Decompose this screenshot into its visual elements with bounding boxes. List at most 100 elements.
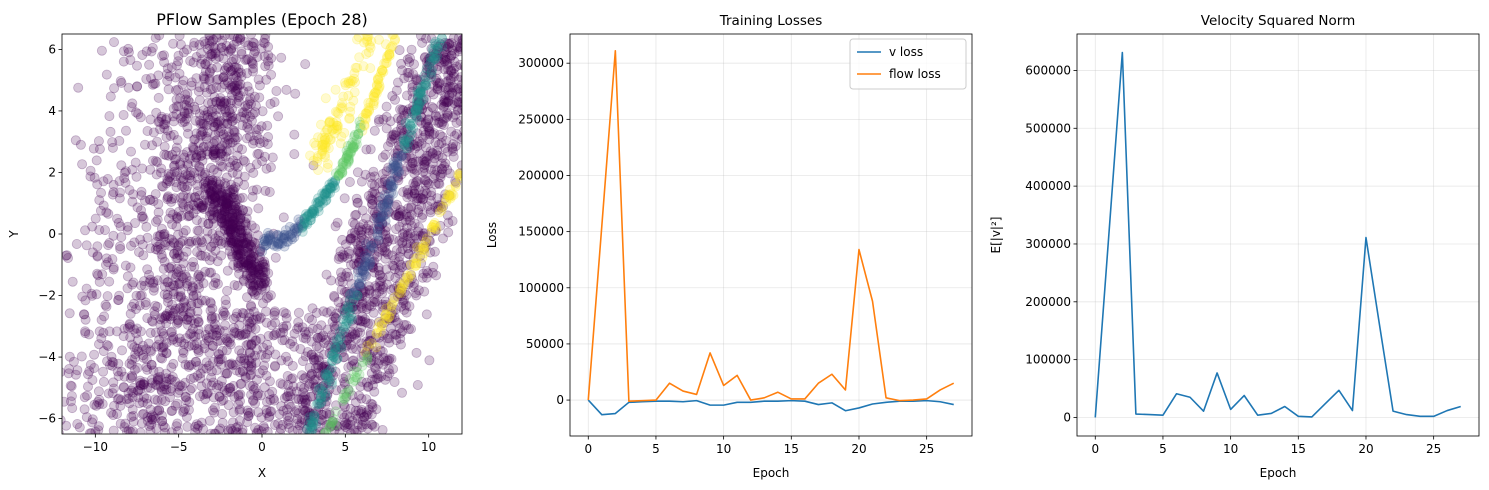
scatter-point xyxy=(345,78,356,89)
scatter-point xyxy=(171,253,182,264)
scatter-point xyxy=(227,251,238,262)
scatter-point xyxy=(179,108,190,119)
velocity-x-tick-label: 0 xyxy=(1091,442,1099,456)
scatter-point xyxy=(334,326,345,337)
scatter-point xyxy=(193,137,204,148)
scatter-point xyxy=(259,51,270,62)
scatter-point xyxy=(140,297,151,308)
scatter-point xyxy=(94,326,105,337)
scatter-point xyxy=(197,126,208,137)
scatter-point xyxy=(411,112,422,123)
scatter-point xyxy=(91,155,102,166)
scatter-point xyxy=(96,314,107,325)
scatter-point xyxy=(239,171,250,182)
scatter-point xyxy=(180,359,191,370)
scatter-point xyxy=(228,200,239,211)
scatter-point xyxy=(231,54,242,65)
scatter-point xyxy=(367,22,376,31)
scatter-point xyxy=(130,349,141,360)
scatter-point xyxy=(173,267,184,278)
scatter-point xyxy=(344,176,355,187)
scatter-point xyxy=(184,173,195,184)
scatter-point xyxy=(480,57,489,66)
scatter-point xyxy=(335,246,346,257)
scatter-point xyxy=(151,237,162,248)
scatter-point xyxy=(94,276,105,287)
scatter-point xyxy=(265,98,276,109)
scatter-point xyxy=(142,398,153,409)
scatter-point xyxy=(144,421,155,432)
scatter-point xyxy=(307,303,318,314)
scatter-point xyxy=(357,266,368,277)
scatter-panel: −10 −5 0 5 10 −6 −4 −2 0 2 4 6 PFlow Samples (Epoch… xyxy=(7,10,489,480)
scatter-point xyxy=(152,372,163,383)
scatter-point xyxy=(124,319,135,330)
scatter-point xyxy=(167,335,178,346)
scatter-point xyxy=(98,376,109,387)
scatter-point xyxy=(424,128,435,139)
scatter-point xyxy=(162,276,173,287)
scatter-point xyxy=(421,233,432,244)
scatter-point xyxy=(246,220,257,231)
scatter-point xyxy=(135,205,146,216)
scatter-point xyxy=(441,54,452,65)
scatter-point xyxy=(137,350,148,361)
scatter-point xyxy=(471,48,480,57)
scatter-point xyxy=(181,395,192,406)
scatter-point xyxy=(101,207,112,218)
scatter-point xyxy=(399,138,410,149)
scatter-point xyxy=(215,97,226,108)
losses-y-tick-label: 150000 xyxy=(518,225,564,239)
scatter-point xyxy=(242,122,253,133)
scatter-point xyxy=(114,290,125,301)
scatter-point xyxy=(196,381,207,392)
scatter-point xyxy=(280,308,291,319)
scatter-point xyxy=(376,211,387,222)
scatter-point xyxy=(204,75,215,86)
scatter-point xyxy=(155,371,166,382)
scatter-point xyxy=(202,233,213,244)
scatter-point xyxy=(125,55,136,66)
scatter-point xyxy=(183,236,194,247)
scatter-point xyxy=(328,348,339,359)
scatter-point xyxy=(266,53,277,64)
scatter-point xyxy=(242,81,253,92)
scatter-point xyxy=(152,157,163,168)
scatter-point xyxy=(444,168,455,179)
scatter-point xyxy=(167,219,178,230)
scatter-point xyxy=(412,100,423,111)
scatter-point xyxy=(212,167,223,178)
scatter-point xyxy=(222,75,233,86)
scatter-point xyxy=(139,280,150,291)
scatter-point xyxy=(120,418,131,429)
scatter-point xyxy=(122,283,133,294)
scatter-point xyxy=(443,189,454,200)
scatter-point xyxy=(78,309,89,320)
scatter-point xyxy=(166,362,177,373)
scatter-point xyxy=(195,368,206,379)
scatter-point xyxy=(208,146,219,157)
scatter-point xyxy=(178,174,189,185)
scatter-point xyxy=(480,34,489,43)
scatter-point xyxy=(381,264,392,275)
scatter-point xyxy=(127,426,138,434)
scatter-point xyxy=(199,74,210,85)
scatter-point xyxy=(225,66,236,77)
scatter-point xyxy=(161,368,172,379)
scatter-point xyxy=(346,310,357,321)
scatter-point xyxy=(128,382,139,393)
scatter-point xyxy=(394,287,405,298)
scatter-point xyxy=(190,235,201,246)
scatter-point xyxy=(221,197,232,208)
scatter-title: PFlow Samples (Epoch 28) xyxy=(156,10,368,29)
scatter-point xyxy=(230,182,241,193)
scatter-point xyxy=(458,86,462,97)
scatter-point xyxy=(159,289,170,300)
scatter-point xyxy=(161,376,172,387)
scatter-point xyxy=(355,315,366,326)
scatter-point xyxy=(228,155,239,166)
scatter-point xyxy=(271,327,282,338)
scatter-point xyxy=(89,349,100,360)
scatter-point xyxy=(343,90,354,101)
scatter-point xyxy=(335,138,346,149)
